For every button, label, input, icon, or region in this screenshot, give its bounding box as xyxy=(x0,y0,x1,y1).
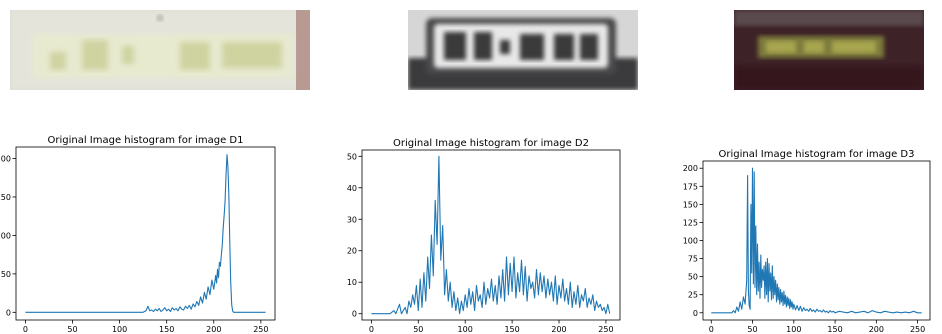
y-tick-label: 50 xyxy=(1,270,11,279)
x-tick-label: 250 xyxy=(910,325,925,334)
y-tick-label: 50 xyxy=(688,273,698,282)
y-tick-label: 30 xyxy=(347,215,357,224)
chart-3: Original Image histogram for image D3 0 50… xyxy=(683,149,931,334)
plate-image-d1 xyxy=(10,10,310,90)
x-tick-label: 100 xyxy=(786,325,801,334)
y-tick-label: 10 xyxy=(347,278,357,287)
x-tick-label: 0 xyxy=(23,325,28,334)
y-tick-label: 200 xyxy=(683,164,698,173)
y-tick-label: 25 xyxy=(688,291,698,300)
chart-1: Original Image histogram for image D1 0 50… xyxy=(0,135,276,334)
plate-image-d3 xyxy=(734,10,924,90)
x-tick-label: 50 xyxy=(413,325,423,334)
chart-2: Original Image histogram for image D2 0 50… xyxy=(347,138,621,334)
x-tick-label: 250 xyxy=(253,325,268,334)
y-tick-label: 125 xyxy=(683,218,698,227)
x-tick-label: 0 xyxy=(369,325,374,334)
chart-title: Original Image histogram for image D1 xyxy=(48,135,244,146)
y-tick-label: 100 xyxy=(0,231,11,240)
x-tick-label: 200 xyxy=(206,325,221,334)
x-tick-label: 50 xyxy=(747,325,757,334)
histogram-series-line xyxy=(25,154,266,313)
x-tick-label: 200 xyxy=(869,325,884,334)
y-tick-label: 50 xyxy=(347,152,357,161)
x-tick-label: 150 xyxy=(827,325,842,334)
x-tick-label: 100 xyxy=(112,325,127,334)
axes-frame xyxy=(702,160,931,321)
plate-image-d1-drawing xyxy=(10,10,310,90)
y-tick-label: 75 xyxy=(688,255,698,264)
x-tick-label: 0 xyxy=(709,325,714,334)
plate-image-d2-drawing xyxy=(408,10,638,90)
y-tick-label: 200 xyxy=(0,155,11,164)
plate-image-d3-drawing xyxy=(734,10,924,90)
y-tick-label: 0 xyxy=(693,309,698,318)
y-tick-label: 100 xyxy=(683,237,698,246)
y-tick-label: 150 xyxy=(683,200,698,209)
x-tick-label: 150 xyxy=(159,325,174,334)
histogram-series-line xyxy=(371,155,611,315)
chart-title: Original Image histogram for image D2 xyxy=(393,138,589,149)
y-tick-label: 0 xyxy=(6,308,11,317)
x-tick-label: 200 xyxy=(551,325,566,334)
y-tick-label: 175 xyxy=(683,182,698,191)
axes-frame xyxy=(361,149,621,321)
y-tick-label: 150 xyxy=(0,193,11,202)
plate-image-d2 xyxy=(408,10,638,90)
x-tick-label: 250 xyxy=(598,325,613,334)
x-tick-label: 100 xyxy=(458,325,473,334)
histogram-series-line xyxy=(711,167,922,314)
chart-title: Original Image histogram for image D3 xyxy=(719,149,915,160)
x-tick-label: 150 xyxy=(504,325,519,334)
y-tick-label: 40 xyxy=(347,184,357,193)
x-tick-label: 50 xyxy=(67,325,77,334)
y-tick-label: 0 xyxy=(352,310,357,319)
y-tick-label: 20 xyxy=(347,247,357,256)
axes-frame xyxy=(15,146,276,321)
